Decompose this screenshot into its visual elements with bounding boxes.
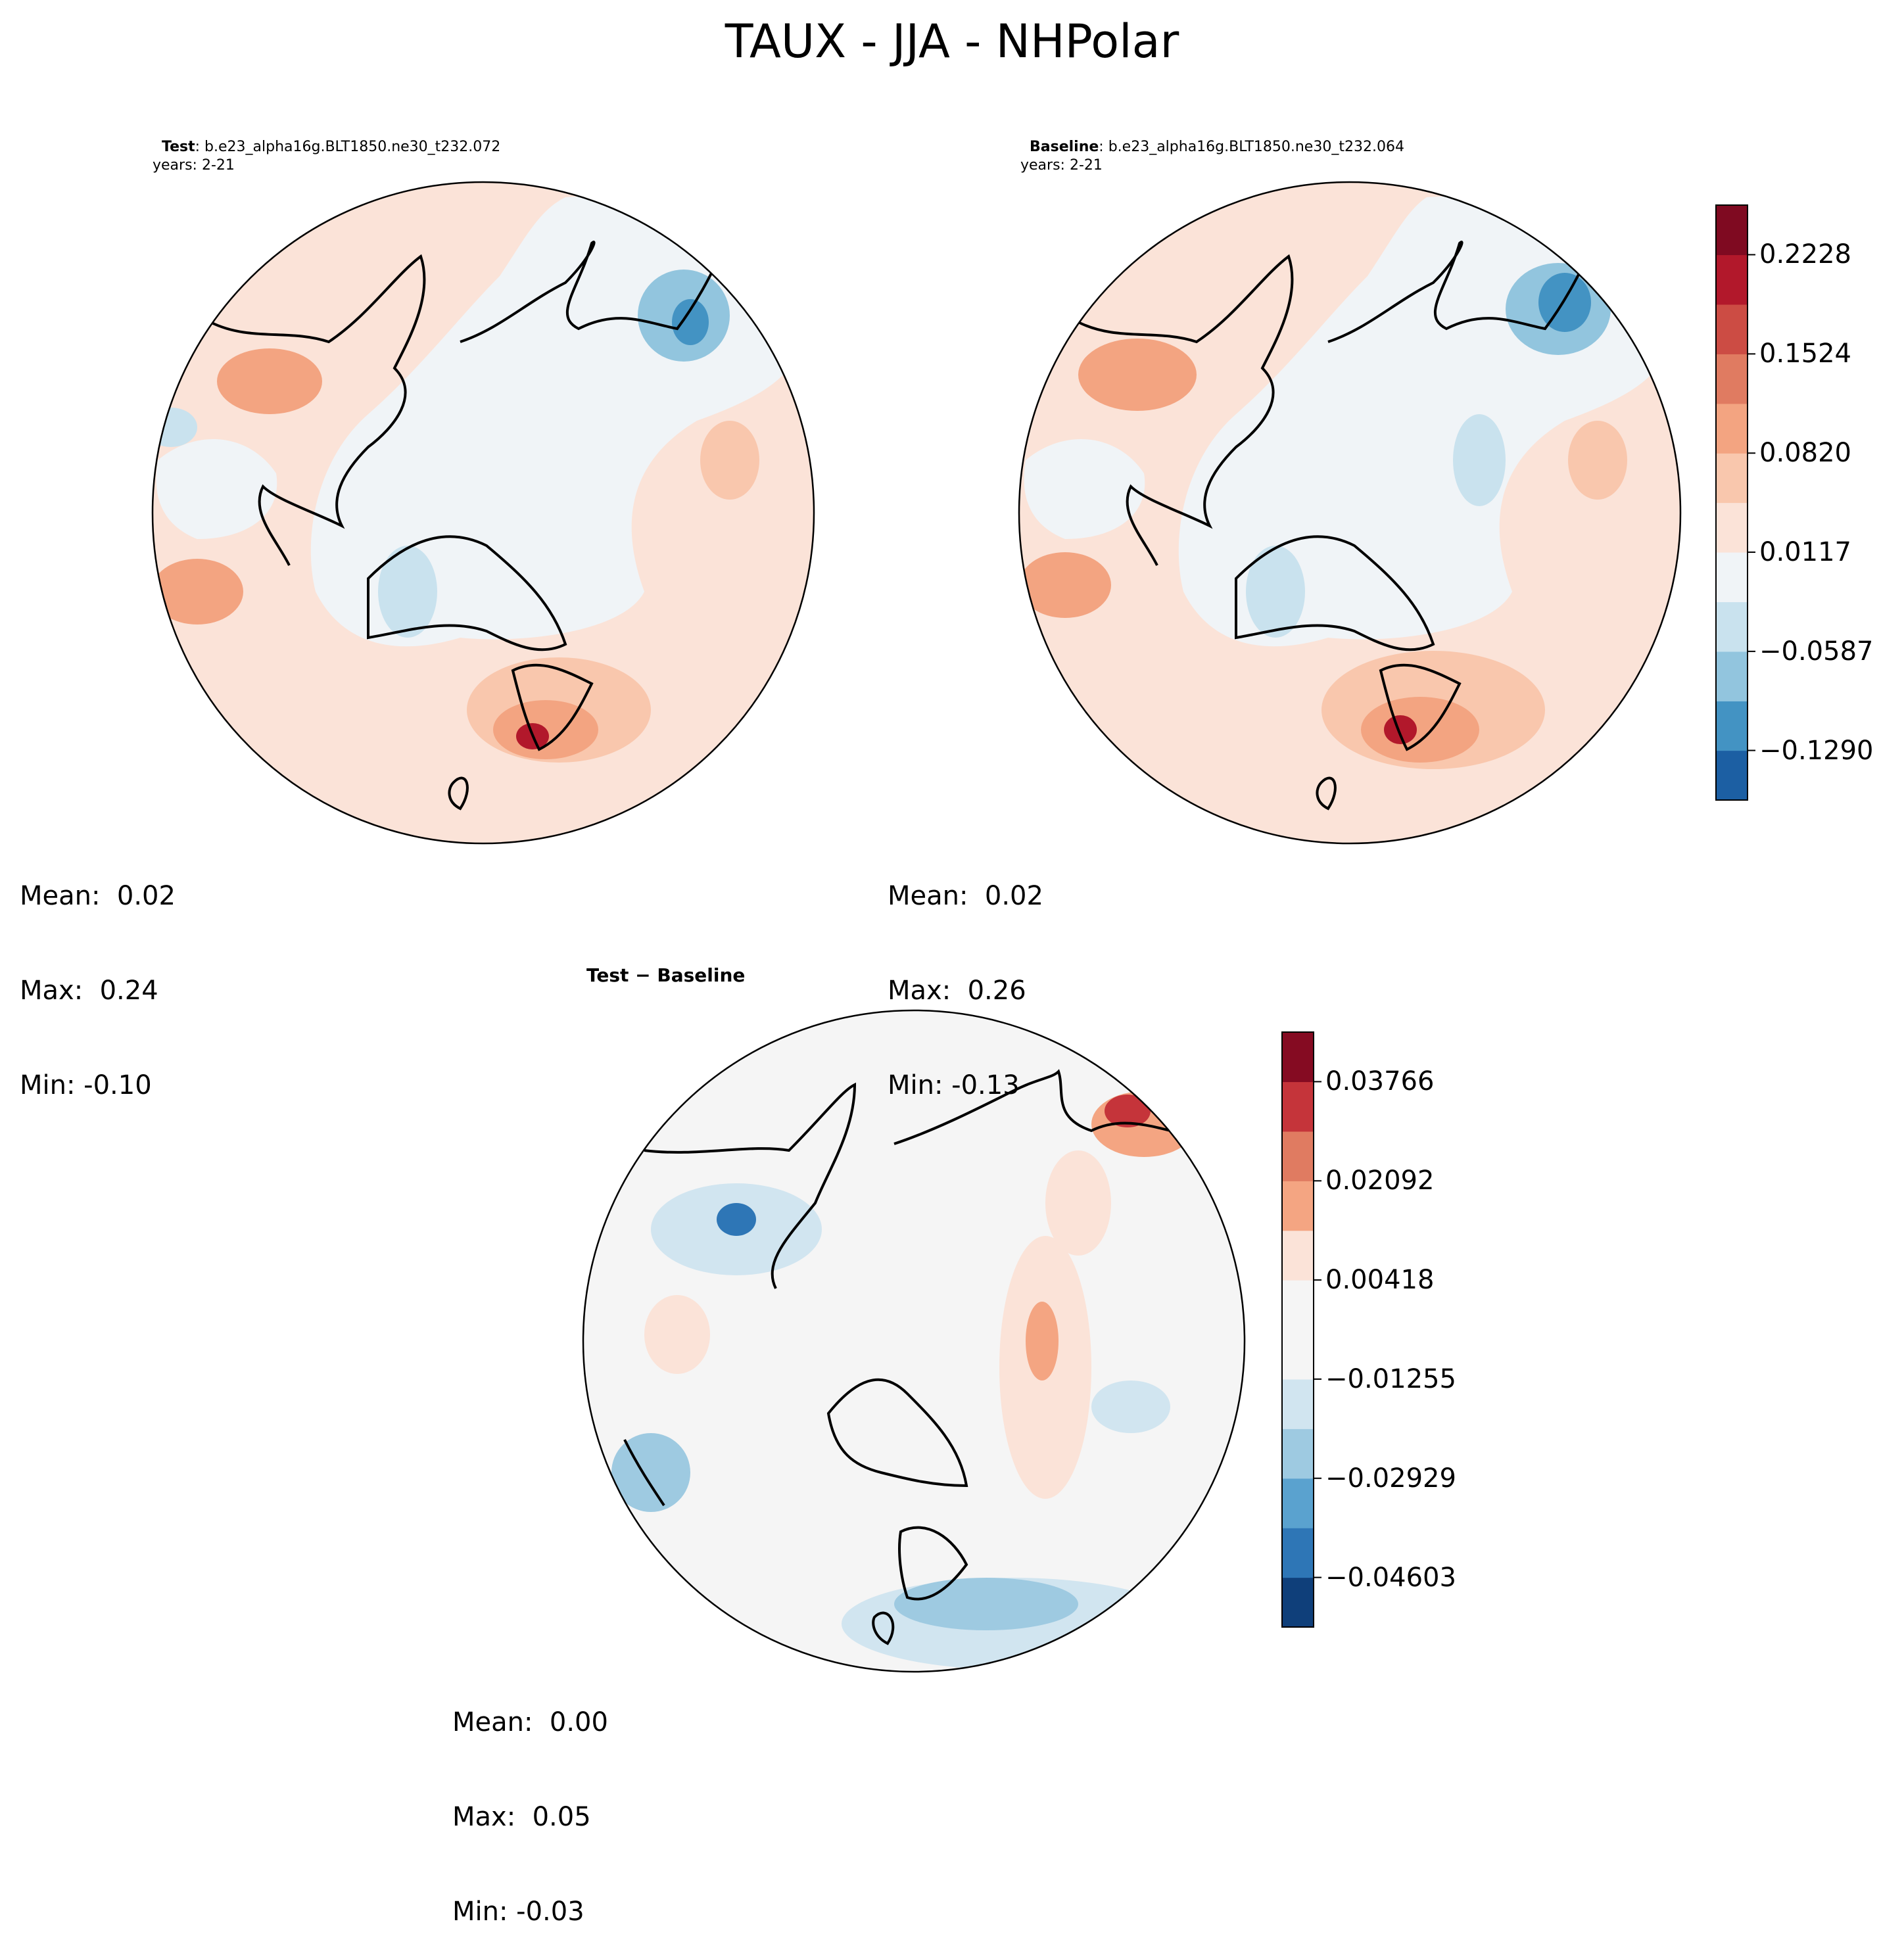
diff-colorbar-segment [1282, 1081, 1314, 1132]
baseline-max: Max: 0.26 [888, 976, 1026, 1006]
baseline-map-neg-anomaly-core [1538, 273, 1591, 332]
baseline-map-boundary [1018, 181, 1682, 845]
test-max: Max: 0.24 [20, 976, 158, 1006]
diff-colorbar-segment [1282, 1131, 1314, 1181]
baseline-map-pos-anomaly-4 [1019, 552, 1111, 618]
main-colorbar-segment [1716, 354, 1748, 404]
baseline-map-weak-anomaly [1246, 546, 1305, 638]
diff-map-pos-anomaly-4 [1045, 1150, 1111, 1256]
baseline-mean: Mean: 0.02 [888, 881, 1043, 911]
diff-colorbar-tick-label: 0.02092 [1325, 1166, 1435, 1196]
baseline-panel-title: Baseline: b.e23_alpha16g.BLT1850.ne30_t2… [1020, 120, 1404, 175]
diff-panel-title: Test − Baseline [586, 964, 746, 986]
diff-colorbar-segment [1282, 1230, 1314, 1281]
diff-stats: Mean: 0.00 Max: 0.05 Min: -0.03 [452, 1643, 608, 1959]
diff-colorbar-tick-label: −0.04603 [1325, 1562, 1456, 1593]
diff-colorbar-segment [1282, 1577, 1314, 1628]
main-colorbar-tick-label: −0.0587 [1759, 636, 1874, 667]
diff-colorbar-frame [1281, 1031, 1314, 1628]
baseline-case-name: : b.e23_alpha16g.BLT1850.ne30_t232.064 [1099, 139, 1404, 155]
main-colorbar-frame [1715, 204, 1748, 801]
test-map [153, 182, 814, 843]
diff-map-neg-anomaly-5 [1091, 1381, 1170, 1433]
diff-map-boundary [582, 1009, 1246, 1673]
diff-colorbar-tick-label: −0.01255 [1325, 1363, 1456, 1394]
diff-colorbar-tick-label: 0.03766 [1325, 1066, 1435, 1097]
baseline-map-near-zero-region-2 [1024, 438, 1145, 539]
diff-map-neg-anomaly-2 [894, 1578, 1078, 1630]
diff-colorbar-segment [1282, 1032, 1314, 1083]
test-map-weak-anomaly [378, 546, 437, 638]
test-label: Test [162, 139, 195, 155]
test-map-neg-anomaly-core [672, 299, 709, 345]
test-min: Min: -0.10 [20, 1070, 152, 1100]
main-colorbar-segment [1716, 750, 1748, 801]
main-colorbar-segment [1716, 403, 1748, 454]
diff-colorbar-segment [1282, 1428, 1314, 1479]
diff-map-neg-anomaly-core [717, 1203, 756, 1236]
baseline-map-pos-anomaly-2 [1361, 697, 1479, 763]
test-case-name: : b.e23_alpha16g.BLT1850.ne30_t232.072 [195, 139, 501, 155]
main-colorbar-tick-label: 0.0117 [1759, 536, 1851, 567]
diff-colorbar-segment [1282, 1528, 1314, 1578]
main-colorbar-segment [1716, 701, 1748, 751]
main-colorbar-segment [1716, 304, 1748, 354]
baseline-map-pos-anomaly-core [1384, 715, 1417, 744]
baseline-min: Min: -0.13 [888, 1070, 1020, 1100]
diff-colorbar-segment [1282, 1181, 1314, 1231]
diff-mean: Mean: 0.00 [452, 1707, 608, 1737]
main-colorbar-tick-label: 0.2228 [1759, 239, 1851, 270]
main-colorbar-segment [1716, 453, 1748, 504]
baseline-map-weak-anomaly-2 [1453, 414, 1506, 506]
main-colorbar-tick-label: −0.1290 [1759, 735, 1874, 766]
figure-canvas [151, 181, 1755, 1673]
test-map-coastline [210, 241, 718, 811]
diff-colorbar-segment [1282, 1329, 1314, 1380]
baseline-map-pos-anomaly-3 [1078, 339, 1197, 411]
diff-colorbar [1281, 1031, 1321, 1628]
figure-suptitle: TAUX - JJA - NHPolar [725, 14, 1179, 68]
main-colorbar [1715, 204, 1755, 801]
diff-colorbar-segment [1282, 1280, 1314, 1331]
main-colorbar-tick-label: 0.1524 [1759, 339, 1851, 369]
main-colorbar-segment [1716, 552, 1748, 603]
diff-map-pos-anomaly-2 [1026, 1302, 1059, 1381]
main-colorbar-segment [1716, 602, 1748, 652]
baseline-years: years: 2-21 [1020, 157, 1103, 174]
test-years: years: 2-21 [153, 157, 235, 174]
baseline-label: Baseline [1030, 139, 1099, 155]
test-map-pos-anomaly-3 [217, 348, 322, 414]
main-colorbar-segment [1716, 205, 1748, 256]
diff-min: Min: -0.03 [452, 1897, 584, 1927]
main-colorbar-segment [1716, 651, 1748, 701]
diff-colorbar-tick-label: −0.02929 [1325, 1463, 1456, 1494]
test-map-pos-anomaly-4 [153, 559, 243, 625]
main-colorbar-segment [1716, 254, 1748, 305]
main-colorbar-segment [1716, 502, 1748, 553]
baseline-map [1019, 182, 1680, 843]
diff-colorbar-tick-label: 0.00418 [1325, 1265, 1435, 1296]
diff-max: Max: 0.05 [452, 1802, 591, 1832]
baseline-map-coastline [1078, 241, 1586, 811]
diff-map [583, 1010, 1245, 1672]
diff-colorbar-segment [1282, 1478, 1314, 1528]
baseline-map-pos-anomaly-5 [1568, 421, 1627, 500]
test-map-weak-anomaly-2 [153, 408, 197, 447]
test-map-near-zero-region-2 [156, 438, 277, 539]
diff-map-coastline [623, 1069, 1171, 1645]
diff-colorbar-segment [1282, 1379, 1314, 1429]
test-mean: Mean: 0.02 [20, 881, 176, 911]
baseline-stats: Mean: 0.02 Max: 0.26 Min: -0.13 [888, 817, 1043, 1133]
test-map-boundary [151, 181, 815, 845]
test-map-pos-anomaly-5 [700, 421, 759, 500]
main-colorbar-tick-label: 0.0820 [1759, 438, 1851, 469]
diff-map-pos-anomaly-5 [644, 1295, 710, 1374]
diff-map-pos-anomaly-core [1105, 1095, 1151, 1127]
test-panel-title: Test: b.e23_alpha16g.BLT1850.ne30_t232.0… [153, 120, 500, 175]
test-stats: Mean: 0.02 Max: 0.24 Min: -0.10 [20, 817, 176, 1133]
